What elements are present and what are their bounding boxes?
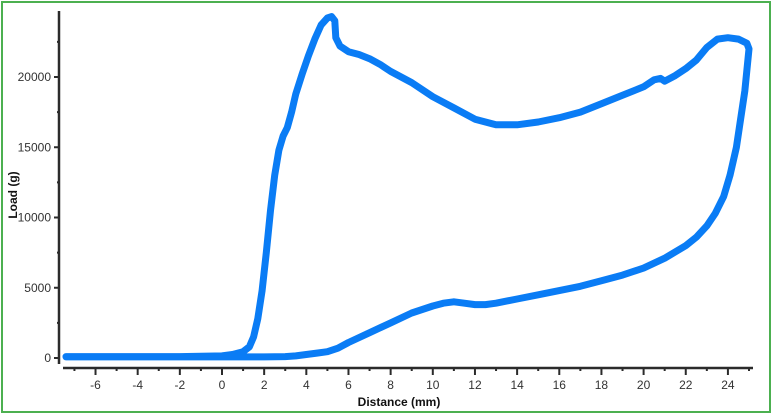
x-tick-label: 4 — [303, 378, 310, 392]
x-tick-label: 10 — [426, 378, 440, 392]
x-tick-label: 2 — [261, 378, 268, 392]
x-axis-title: Distance (mm) — [358, 395, 441, 409]
series-path — [62, 13, 753, 361]
x-tick-label: 22 — [679, 378, 693, 392]
y-tick-label: 10000 — [18, 211, 52, 225]
x-tick-label: -4 — [132, 378, 143, 392]
x-tick-label: -6 — [90, 378, 101, 392]
x-axis: -6 -4 -2 0 2 4 6 8 10 12 14 16 18 20 22 24 — [63, 366, 753, 392]
x-tick-label: 18 — [595, 378, 609, 392]
y-tick-label: 20000 — [18, 70, 52, 84]
x-tick-label: 0 — [219, 378, 226, 392]
y-tick-label: 15000 — [18, 140, 52, 154]
y-tick-label: 5000 — [24, 281, 51, 295]
x-tick-label: 6 — [345, 378, 352, 392]
chart-frame — [1, 1, 771, 413]
x-tick-label: 12 — [468, 378, 482, 392]
x-tick-label: 24 — [721, 378, 735, 392]
x-tick-label: 20 — [637, 378, 651, 392]
y-tick-label: 0 — [44, 351, 51, 365]
x-tick-label: 16 — [553, 378, 567, 392]
data-series-line — [62, 13, 753, 361]
x-tick-label: 14 — [510, 378, 524, 392]
y-axis: 0 5000 10000 15000 20000 — [18, 11, 61, 365]
x-tick-label: -2 — [175, 378, 186, 392]
y-axis-title: Load (g) — [6, 171, 20, 218]
x-tick-label: 8 — [387, 378, 394, 392]
